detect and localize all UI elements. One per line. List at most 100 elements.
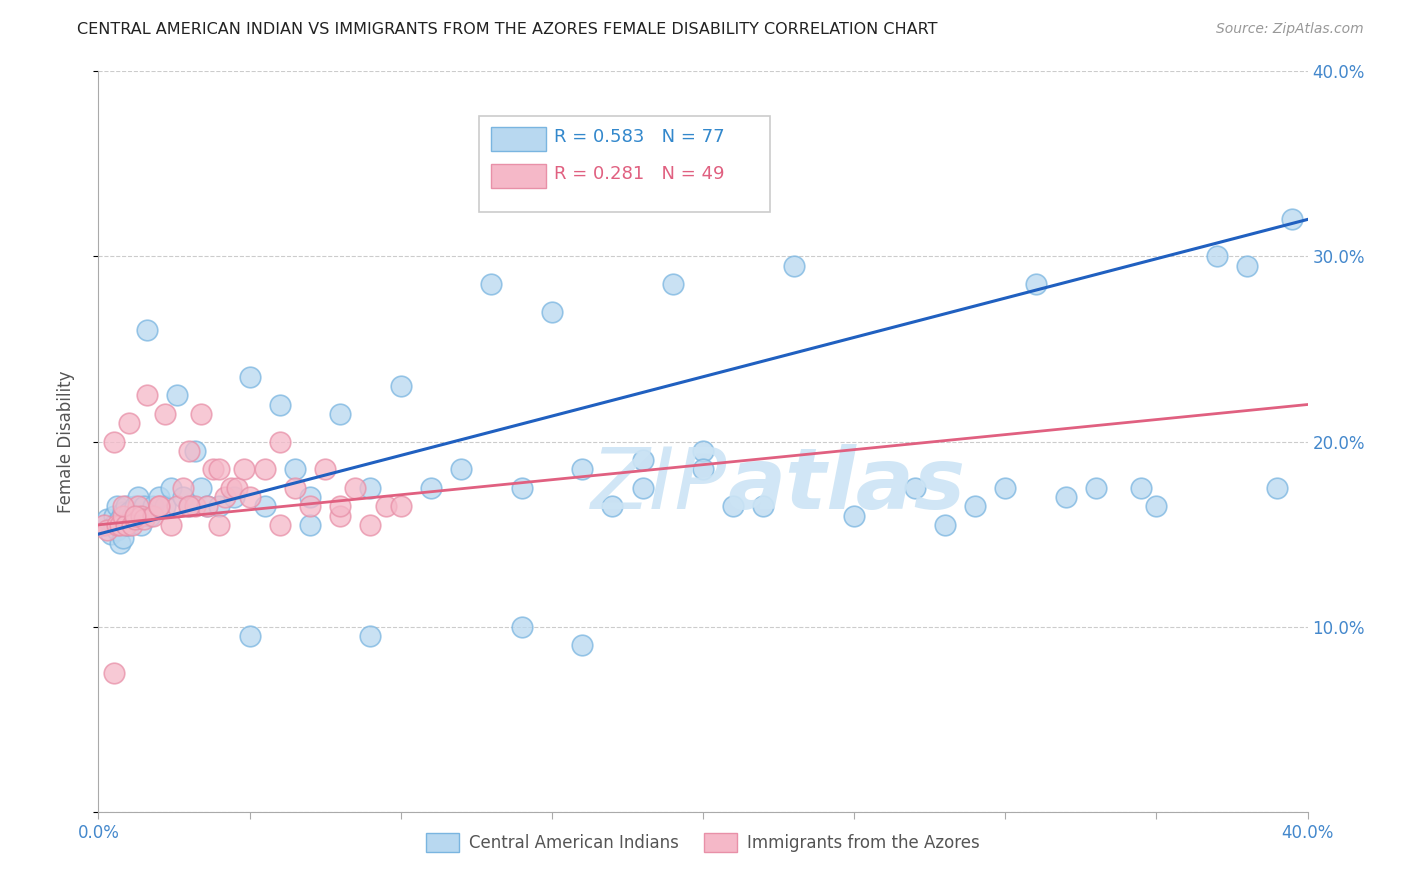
Text: ZIP: ZIP (591, 444, 727, 527)
Point (195, 500, 218, 514)
Point (105, 524, 128, 538)
Point (124, 512, 146, 526)
Point (127, 500, 149, 514)
Point (214, 490, 236, 504)
Point (329, 508, 352, 523)
Point (904, 481, 927, 495)
Text: R = 0.281   N = 49: R = 0.281 N = 49 (554, 164, 724, 183)
Point (284, 481, 307, 495)
Point (96, 512, 118, 526)
Point (1054, 490, 1077, 504)
Point (93, 517, 115, 532)
Point (232, 462, 254, 476)
Point (284, 462, 307, 476)
Point (571, 638, 593, 652)
Point (132, 500, 155, 514)
Point (124, 508, 146, 523)
Point (148, 500, 170, 514)
Point (692, 462, 714, 476)
Point (103, 434, 125, 449)
Point (420, 481, 443, 495)
FancyBboxPatch shape (492, 164, 546, 188)
Point (111, 531, 134, 545)
Point (129, 508, 152, 523)
Point (844, 508, 866, 523)
Point (360, 629, 382, 643)
Point (540, 305, 562, 319)
Point (111, 508, 134, 523)
Point (723, 500, 745, 514)
Point (1281, 212, 1303, 227)
Point (108, 517, 131, 532)
Point (329, 500, 352, 514)
Point (121, 508, 143, 523)
Point (96, 524, 118, 538)
Point (360, 481, 382, 495)
Point (124, 512, 146, 526)
FancyBboxPatch shape (479, 116, 769, 212)
Point (510, 619, 533, 633)
Point (135, 324, 157, 338)
Point (127, 490, 149, 504)
Point (148, 490, 170, 504)
Point (121, 517, 143, 532)
Point (1130, 481, 1153, 495)
Point (118, 416, 141, 430)
Text: atlas: atlas (727, 444, 966, 527)
Point (269, 398, 291, 412)
Point (239, 490, 262, 504)
Point (148, 500, 170, 514)
Point (752, 500, 775, 514)
Point (118, 517, 141, 532)
Point (108, 536, 131, 550)
Point (450, 462, 472, 476)
Point (510, 481, 533, 495)
Point (226, 481, 249, 495)
Point (132, 512, 155, 526)
Point (129, 517, 152, 532)
Point (153, 500, 176, 514)
Text: CENTRAL AMERICAN INDIAN VS IMMIGRANTS FROM THE AZORES FEMALE DISABILITY CORRELAT: CENTRAL AMERICAN INDIAN VS IMMIGRANTS FR… (77, 22, 938, 37)
Point (239, 369, 262, 384)
Point (481, 277, 503, 292)
Point (360, 517, 382, 532)
Point (602, 500, 624, 514)
Point (571, 462, 593, 476)
Point (389, 500, 412, 514)
Point (166, 388, 188, 402)
Point (179, 500, 201, 514)
Point (783, 259, 806, 273)
Point (221, 481, 243, 495)
Point (103, 508, 125, 523)
Point (269, 517, 291, 532)
Point (692, 443, 714, 458)
Point (160, 481, 183, 495)
Text: R = 0.583   N = 77: R = 0.583 N = 77 (554, 128, 725, 145)
Point (1206, 250, 1229, 264)
Point (105, 517, 128, 532)
Point (1236, 259, 1258, 273)
Point (172, 490, 194, 504)
Point (111, 505, 134, 519)
Legend: Central American Indians, Immigrants from the Azores: Central American Indians, Immigrants fro… (419, 826, 987, 859)
Point (965, 500, 987, 514)
Text: Source: ZipAtlas.com: Source: ZipAtlas.com (1216, 22, 1364, 37)
Point (190, 407, 212, 421)
Point (153, 407, 176, 421)
Point (160, 517, 183, 532)
Point (114, 517, 136, 532)
Point (202, 462, 225, 476)
Point (344, 481, 367, 495)
Point (108, 512, 131, 526)
Point (172, 481, 194, 495)
Point (253, 500, 276, 514)
Point (179, 500, 201, 514)
Point (374, 500, 396, 514)
Point (118, 505, 141, 519)
Point (314, 462, 336, 476)
Point (299, 517, 322, 532)
Point (631, 481, 654, 495)
Point (166, 500, 188, 514)
Point (93, 517, 115, 532)
Point (1024, 277, 1046, 292)
